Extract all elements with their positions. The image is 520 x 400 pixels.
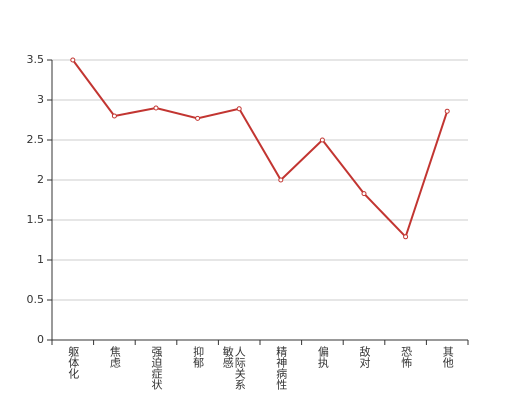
y-tick-label: 0 — [37, 333, 44, 346]
y-tick-label: 0.5 — [27, 293, 45, 306]
x-tick-label: 躯体化 — [66, 346, 80, 379]
point — [236, 106, 242, 112]
y-tick-label: 3 — [37, 93, 44, 106]
x-tick-label: 人际关系敏感 — [221, 346, 247, 390]
point — [70, 57, 76, 63]
point — [444, 108, 450, 114]
line — [71, 59, 449, 239]
point — [361, 191, 367, 197]
y-tick-label: 2 — [37, 173, 44, 186]
y-tick-label: 3.5 — [27, 53, 45, 66]
point — [195, 115, 201, 121]
x-tick-label: 其他 — [441, 346, 455, 368]
x-tick-label: 偏执 — [316, 346, 330, 368]
point — [111, 113, 117, 119]
x-tick-label: 强迫症状 — [150, 346, 163, 390]
x-tick-label: 焦虑 — [108, 346, 122, 368]
x-tick-label: 恐怖 — [399, 346, 413, 368]
y-tick-label: 1.5 — [27, 213, 45, 226]
x-tick-label: 精神病性 — [274, 346, 288, 390]
x-tick-label: 敌对 — [358, 346, 371, 368]
point — [278, 177, 284, 183]
point — [319, 137, 325, 143]
y-tick-label: 2.5 — [27, 133, 45, 146]
y-tick-label: 1 — [37, 253, 44, 266]
point — [403, 234, 409, 240]
x-tick-label: 抑郁 — [191, 346, 205, 368]
point — [153, 105, 159, 111]
